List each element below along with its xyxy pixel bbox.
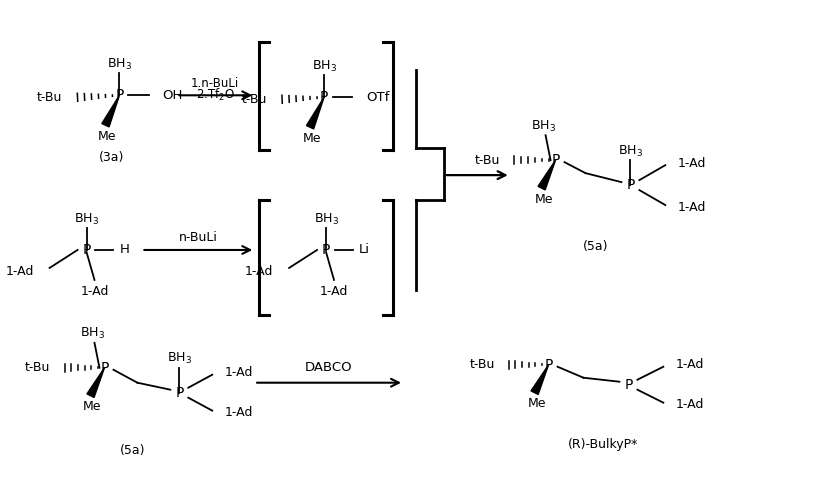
Text: P: P — [176, 386, 184, 400]
Text: 1-Ad: 1-Ad — [245, 265, 273, 278]
Text: (3a): (3a) — [99, 151, 124, 163]
Text: (5a): (5a) — [583, 240, 608, 253]
Text: BH$_3$: BH$_3$ — [107, 57, 132, 72]
Text: P: P — [625, 378, 633, 391]
Text: Me: Me — [527, 397, 545, 410]
Polygon shape — [538, 160, 555, 190]
Text: P: P — [322, 243, 330, 257]
Polygon shape — [531, 365, 549, 394]
Polygon shape — [102, 95, 119, 127]
Text: BH$_3$: BH$_3$ — [311, 59, 336, 74]
Text: 1-Ad: 1-Ad — [676, 398, 704, 411]
Text: BH$_3$: BH$_3$ — [531, 119, 556, 134]
Text: 1-Ad: 1-Ad — [5, 265, 34, 278]
Text: P: P — [82, 243, 91, 257]
Text: Me: Me — [534, 193, 553, 206]
Text: BH$_3$: BH$_3$ — [166, 351, 192, 366]
Text: 1-Ad: 1-Ad — [80, 285, 109, 298]
Text: 1-Ad: 1-Ad — [677, 157, 705, 170]
Polygon shape — [87, 368, 105, 398]
Text: n-BuLi: n-BuLi — [179, 230, 218, 243]
Text: t-Bu: t-Bu — [241, 93, 267, 106]
Text: 2.Tf$_2$O: 2.Tf$_2$O — [196, 87, 235, 103]
Text: 1-Ad: 1-Ad — [224, 366, 253, 379]
Text: P: P — [551, 153, 559, 167]
Text: OH: OH — [162, 89, 183, 102]
Text: 1-Ad: 1-Ad — [676, 358, 704, 371]
Text: (R)-BulkyP*: (R)-BulkyP* — [569, 438, 639, 451]
Text: DABCO: DABCO — [305, 361, 353, 374]
Text: 1-Ad: 1-Ad — [677, 201, 705, 214]
Text: BH$_3$: BH$_3$ — [80, 326, 105, 341]
Text: H: H — [119, 243, 129, 257]
Text: BH$_3$: BH$_3$ — [313, 211, 339, 227]
Text: P: P — [115, 88, 124, 102]
Text: P: P — [626, 178, 634, 192]
Text: t-Bu: t-Bu — [26, 361, 50, 374]
Text: (5a): (5a) — [119, 444, 145, 457]
Text: Me: Me — [98, 130, 117, 143]
Text: OTf: OTf — [366, 91, 389, 104]
Text: t-Bu: t-Bu — [37, 91, 63, 104]
Text: 1-Ad: 1-Ad — [224, 406, 253, 419]
Text: 1-Ad: 1-Ad — [320, 285, 349, 298]
Text: Me: Me — [83, 400, 101, 413]
Text: 1.n-BuLi: 1.n-BuLi — [191, 77, 239, 90]
Polygon shape — [307, 98, 324, 129]
Text: P: P — [101, 361, 109, 375]
Text: Me: Me — [302, 132, 321, 145]
Text: t-Bu: t-Bu — [475, 153, 499, 167]
Text: P: P — [320, 90, 328, 104]
Text: Li: Li — [359, 243, 370, 257]
Text: t-Bu: t-Bu — [470, 358, 494, 371]
Text: P: P — [545, 358, 553, 372]
Text: BH$_3$: BH$_3$ — [74, 211, 99, 227]
Text: BH$_3$: BH$_3$ — [618, 143, 643, 159]
